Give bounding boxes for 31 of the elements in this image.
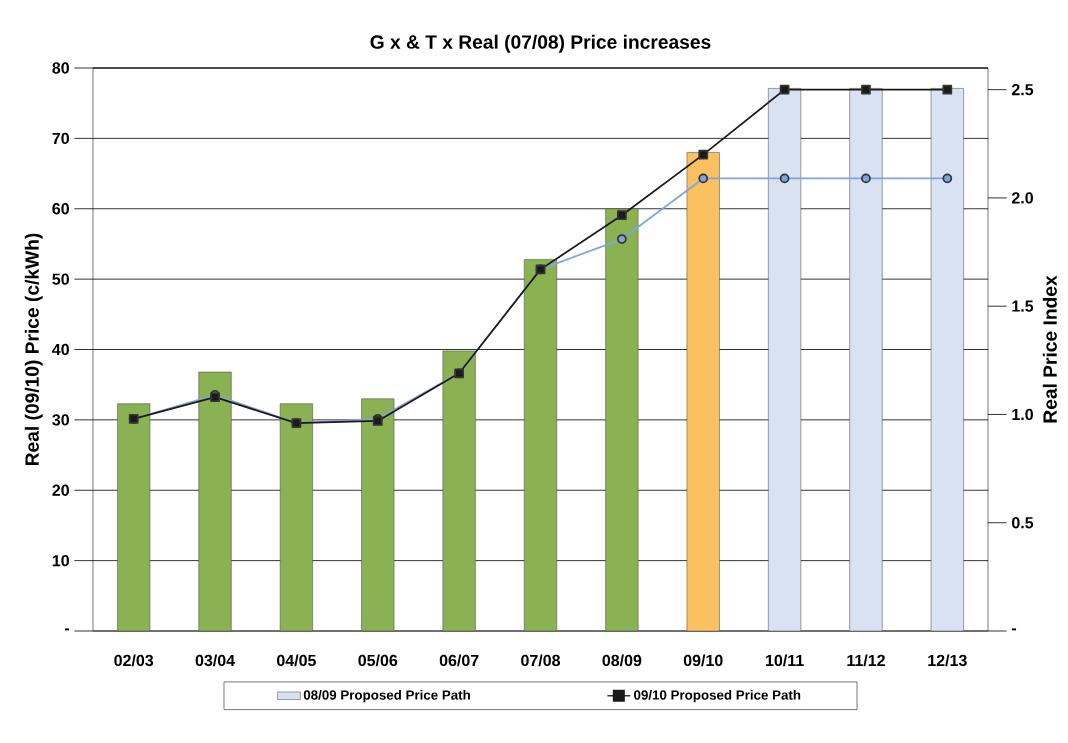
y-tick-label: 10 xyxy=(52,554,69,567)
x-tick-label: 02/03 xyxy=(114,654,154,667)
x-tick-label: 03/04 xyxy=(195,654,235,667)
x-tick-label: 10/11 xyxy=(766,654,804,667)
x-tick-label: 06/07 xyxy=(439,654,479,667)
y-tick-label: 30 xyxy=(52,414,69,426)
y2-tick-label: 0.5 xyxy=(1012,517,1034,529)
y2-tick-label: 2.0 xyxy=(1011,192,1033,204)
y-axis-title: Real (09/10) Price (c/kWh) xyxy=(24,233,43,466)
y-tick-label: 20 xyxy=(52,484,69,496)
y-tick-label: 40 xyxy=(52,343,69,356)
x-tick-label: 07/08 xyxy=(521,654,561,667)
legend-label: 09/10 Proposed Price Path xyxy=(634,689,801,703)
y2-tick-label: 1.0 xyxy=(1012,408,1033,421)
x-tick-label: 04/05 xyxy=(277,654,316,667)
x-tick-label: 05/06 xyxy=(358,654,398,667)
y2-tick-label: 2.5 xyxy=(1011,83,1034,96)
x-tick-label: 12/13 xyxy=(928,654,967,667)
legend-label: 08/09 Proposed Price Path xyxy=(303,689,470,703)
chart-title: G x & T x Real (07/08) Price increases xyxy=(370,34,711,53)
y-tick-label: 80 xyxy=(52,62,69,74)
y-tick-label: 70 xyxy=(52,132,69,145)
y2-tick-label: 1.5 xyxy=(1012,300,1034,312)
x-tick-label: 11/12 xyxy=(847,654,885,667)
x-tick-label: 08/09 xyxy=(602,654,642,667)
y-tick-label: - xyxy=(64,628,69,631)
y-tick-label: 60 xyxy=(52,203,69,215)
x-tick-label: 09/10 xyxy=(683,654,723,667)
y-tick-label: 50 xyxy=(52,273,69,285)
y2-tick-label: - xyxy=(1012,628,1017,631)
y2-axis-title: Real Price Index xyxy=(1042,275,1057,423)
